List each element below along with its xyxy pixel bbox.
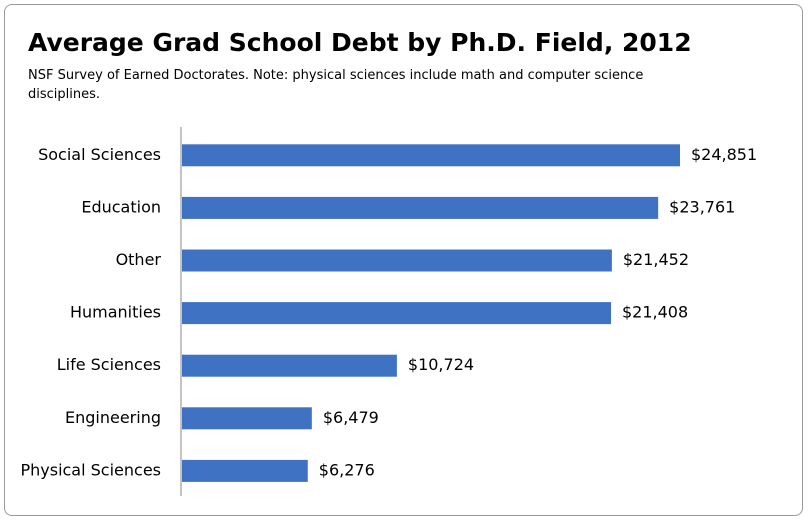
value-label: $23,761 [669, 197, 735, 216]
value-label: $6,276 [319, 460, 375, 479]
bar [182, 144, 680, 167]
bar [182, 196, 659, 219]
chart-subtitle: NSF Survey of Earned Doctorates. Note: p… [28, 68, 644, 102]
y-tick-label: Education [81, 197, 161, 216]
bar [182, 302, 612, 325]
value-label: $24,851 [691, 145, 757, 164]
value-label: $21,408 [622, 303, 688, 322]
value-label: $10,724 [408, 355, 474, 374]
y-tick-label: Life Sciences [57, 355, 161, 374]
bar [182, 407, 312, 430]
y-tick-label: Humanities [70, 303, 161, 322]
value-label: $21,452 [623, 250, 689, 269]
bar [182, 354, 397, 377]
bar [182, 249, 612, 272]
chart-frame [4, 4, 803, 516]
y-tick-label: Engineering [65, 408, 161, 427]
value-label: $6,479 [323, 408, 379, 427]
y-tick-label: Social Sciences [38, 145, 161, 164]
bar [182, 459, 308, 482]
y-tick-label: Physical Sciences [20, 460, 161, 479]
chart-title: Average Grad School Debt by Ph.D. Field,… [28, 28, 692, 57]
y-tick-label: Other [116, 250, 162, 269]
